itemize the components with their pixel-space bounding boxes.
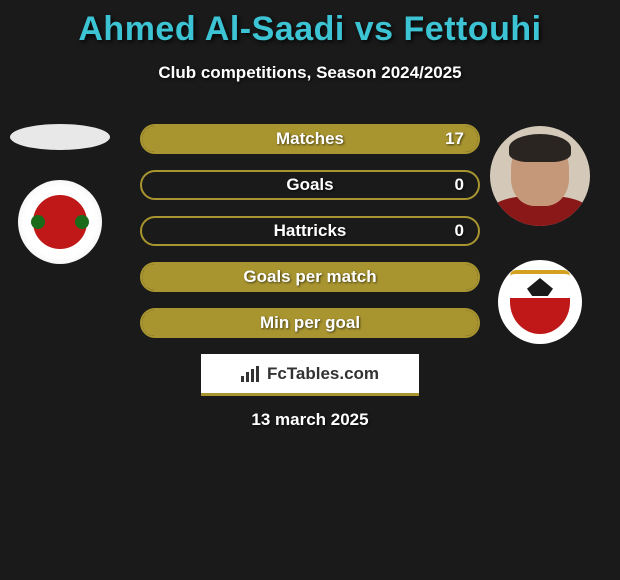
subtitle: Club competitions, Season 2024/2025 [0, 63, 620, 83]
page-title: Ahmed Al-Saadi vs Fettouhi [0, 0, 620, 49]
brand-box: FcTables.com [201, 354, 419, 396]
stat-row-hattricks: Hattricks 0 [140, 216, 480, 246]
stat-label: Matches [276, 129, 344, 149]
stat-value: 17 [445, 129, 464, 149]
stat-label: Hattricks [274, 221, 347, 241]
club-right-logo [498, 260, 582, 344]
stat-label: Goals per match [243, 267, 376, 287]
brand-text: FcTables.com [267, 364, 379, 384]
player-left-avatar-placeholder [10, 124, 110, 150]
date-text: 13 march 2025 [0, 410, 620, 430]
stat-label: Goals [286, 175, 333, 195]
stat-row-min-per-goal: Min per goal [140, 308, 480, 338]
player-right-avatar [490, 126, 590, 226]
player-right-face [490, 126, 590, 226]
stat-row-goals-per-match: Goals per match [140, 262, 480, 292]
stat-row-matches: Matches 17 [140, 124, 480, 154]
stat-row-goals: Goals 0 [140, 170, 480, 200]
stat-value: 0 [455, 221, 464, 241]
bars-icon [241, 366, 261, 382]
stat-value: 0 [455, 175, 464, 195]
club-left-logo [18, 180, 102, 264]
stat-label: Min per goal [260, 313, 360, 333]
stats-bars: Matches 17 Goals 0 Hattricks 0 Goals per… [140, 124, 480, 354]
